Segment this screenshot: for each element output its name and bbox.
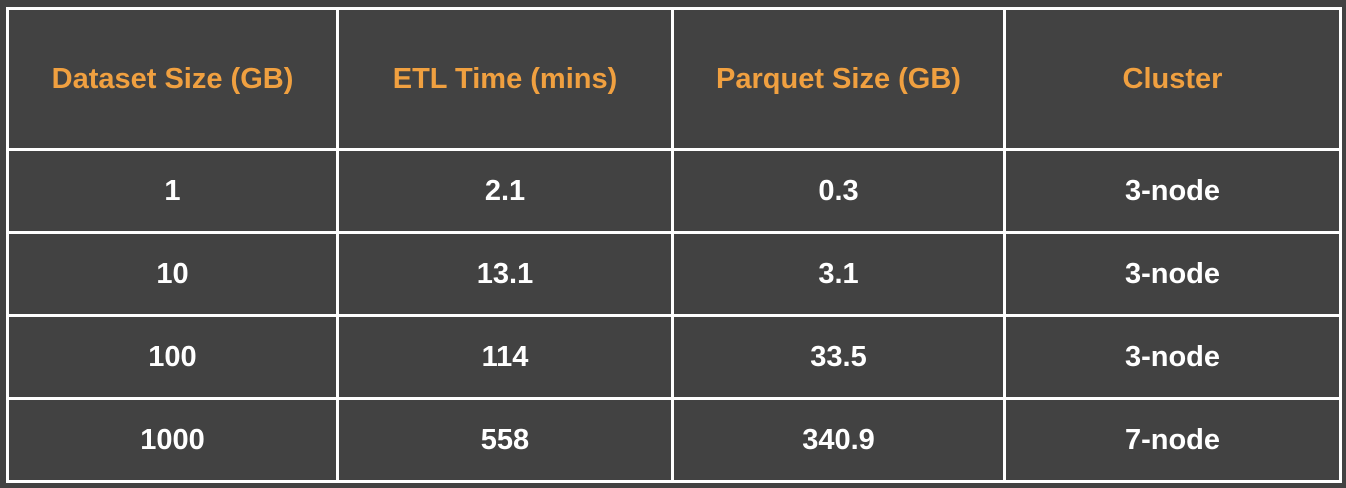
header-row: Dataset Size (GB) ETL Time (mins) Parque… [6, 7, 1342, 151]
cell-etl-time: 558 [336, 397, 674, 483]
table-body: 1 2.1 0.3 3-node 10 13.1 3.1 3-node 100 … [6, 148, 1342, 483]
cell-etl-time: 2.1 [336, 148, 674, 234]
column-header-dataset-size: Dataset Size (GB) [6, 7, 339, 151]
cell-cluster: 7-node [1003, 397, 1342, 483]
data-table: Dataset Size (GB) ETL Time (mins) Parque… [6, 7, 1342, 483]
cell-dataset-size: 10 [6, 231, 339, 317]
cell-etl-time: 13.1 [336, 231, 674, 317]
cell-dataset-size: 1000 [6, 397, 339, 483]
column-header-etl-time: ETL Time (mins) [336, 7, 674, 151]
table-row: 1 2.1 0.3 3-node [6, 148, 1342, 234]
cell-parquet-size: 33.5 [671, 314, 1006, 400]
cell-dataset-size: 100 [6, 314, 339, 400]
table-row: 1000 558 340.9 7-node [6, 397, 1342, 483]
cell-cluster: 3-node [1003, 231, 1342, 317]
cell-parquet-size: 340.9 [671, 397, 1006, 483]
column-header-parquet-size: Parquet Size (GB) [671, 7, 1006, 151]
cell-parquet-size: 0.3 [671, 148, 1006, 234]
cell-cluster: 3-node [1003, 314, 1342, 400]
cell-cluster: 3-node [1003, 148, 1342, 234]
cell-dataset-size: 1 [6, 148, 339, 234]
table-row: 10 13.1 3.1 3-node [6, 231, 1342, 317]
column-header-cluster: Cluster [1003, 7, 1342, 151]
table-row: 100 114 33.5 3-node [6, 314, 1342, 400]
table-header: Dataset Size (GB) ETL Time (mins) Parque… [6, 7, 1342, 151]
cell-etl-time: 114 [336, 314, 674, 400]
cell-parquet-size: 3.1 [671, 231, 1006, 317]
